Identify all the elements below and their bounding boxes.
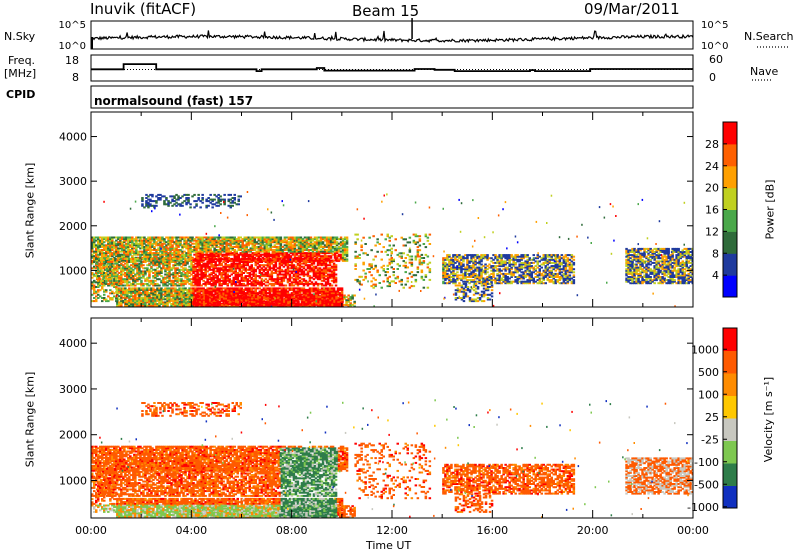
date-title: 09/Mar/2011: [584, 0, 680, 18]
velocity-panel-colorbar-tick-label: -25: [701, 433, 719, 446]
power-panel-ytick-label: 3000: [59, 175, 87, 188]
velocity-panel-colorbar-frame: [722, 327, 738, 509]
power-ylabel: Slant Range [km]: [23, 162, 37, 259]
x-tick-label: 00:00: [677, 524, 709, 537]
x-axis-label: Time UT: [366, 539, 412, 552]
x-tick-label: 08:00: [276, 524, 308, 537]
velocity-panel-colorbar-tick-label: -1000: [687, 501, 719, 514]
power-panel-colorbar-tick-label: 8: [712, 247, 719, 260]
velocity-panel-colorbar-tick-label: -100: [694, 456, 719, 469]
station-title: Inuvik (fitACF): [90, 0, 197, 18]
power-panel-colorbar-tick-label: 28: [705, 138, 719, 151]
power-panel-cells: [91, 191, 693, 307]
nave-ytick-top: 60: [709, 53, 723, 66]
power-panel-colorbar-tick-label: 24: [705, 160, 719, 173]
power-panel-bg: [91, 112, 693, 307]
x-tick-label: 20:00: [577, 524, 609, 537]
cpid-panel-frame: [90, 85, 694, 109]
velocity-panel-colorbar-tick-label: 500: [698, 366, 719, 379]
power-panel-ytick-label: 4000: [59, 131, 87, 144]
noise-ytick-right-bottom: 10^0: [701, 41, 728, 52]
noise-ytick-left-bottom: 10^0: [59, 41, 86, 52]
power-panel-colorbar-segment: [723, 165, 737, 189]
velocity-panel-colorbar-segment: [723, 463, 737, 486]
power-panel-colorbar-segment: [723, 143, 737, 167]
velocity-panel-cells: [91, 399, 693, 518]
nave-label: Nave: [750, 65, 779, 78]
velocity-panel-colorbar-segment: [723, 328, 737, 351]
velocity-panel-colorbar-segment: [723, 395, 737, 419]
velocity-panel-colorbar-segment: [723, 440, 737, 464]
power-panel-colorbar-segment: [723, 253, 737, 276]
power-panel-colorbar-segment: [723, 231, 737, 254]
freq-panel-frame: [90, 54, 694, 82]
freq-ytick-bottom: 8: [72, 71, 79, 84]
velocity-panel-colorbar-tick-label: -500: [694, 478, 719, 491]
velocity-panel-ytick-label: 2000: [59, 429, 87, 442]
velocity-panel-colorbar-tick-label: 1000: [691, 343, 719, 356]
nsearch-label: N.Search: [744, 30, 794, 43]
power-panel-colorbar-segment: [723, 209, 737, 232]
freq-unit-label: [MHz]: [4, 67, 37, 80]
velocity-ylabel: Slant Range [km]: [23, 371, 37, 468]
freq-ytick-top: 18: [65, 54, 79, 67]
power-panel-colorbar-tick-label: 16: [705, 204, 719, 217]
x-tick-label: 04:00: [175, 524, 207, 537]
cpid-label: CPID: [6, 88, 36, 101]
noise-panel-frame: [90, 20, 694, 50]
velocity-colorbar-label: Velocity [m s⁻¹]: [762, 376, 776, 463]
power-panel-colorbar-segment: [723, 122, 737, 145]
cpid-text: normalsound (fast) 157: [94, 94, 254, 108]
nave-ytick-bottom: 0: [709, 71, 716, 84]
velocity-panel-colorbar-tick-label: 25: [705, 411, 719, 424]
freq-label: Freq.: [8, 54, 36, 67]
power-colorbar-label: Power [dB]: [763, 179, 777, 240]
velocity-panel-ytick-label: 4000: [59, 337, 87, 350]
nsky-label: N.Sky: [4, 30, 36, 43]
power-panel-colorbar-tick-label: 4: [712, 269, 719, 282]
power-panel-ytick-label: 2000: [59, 220, 87, 233]
velocity-panel-ytick-label: 1000: [59, 474, 87, 487]
power-panel-ytick-label: 1000: [59, 264, 87, 277]
beam-title: Beam 15: [352, 2, 420, 20]
power-panel-colorbar-tick-label: 20: [705, 182, 719, 195]
velocity-panel-colorbar-segment: [723, 418, 737, 441]
power-panel-colorbar-segment: [723, 275, 737, 298]
velocity-panel-colorbar-tick-label: 100: [698, 388, 719, 401]
noise-ytick-left-top: 10^5: [59, 20, 86, 31]
nsky-line: [90, 30, 694, 44]
x-tick-label: 12:00: [376, 524, 408, 537]
velocity-panel-ytick-label: 3000: [59, 383, 87, 396]
x-tick-label: 00:00: [75, 524, 107, 537]
noise-ytick-right-top: 10^5: [701, 20, 728, 31]
velocity-panel-colorbar-segment: [723, 373, 737, 396]
power-panel-colorbar-tick-label: 12: [705, 225, 719, 238]
velocity-panel-colorbar-segment: [723, 485, 737, 509]
x-tick-label: 16:00: [476, 524, 508, 537]
velocity-panel-colorbar-segment: [723, 350, 737, 374]
power-panel-colorbar-segment: [723, 187, 737, 210]
